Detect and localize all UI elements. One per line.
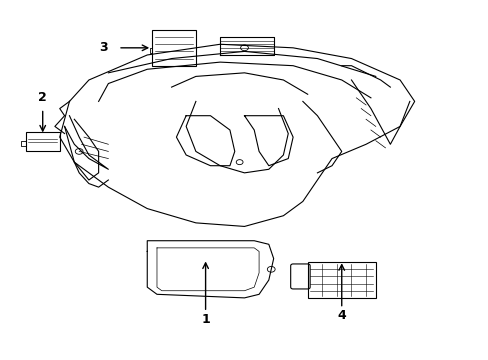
Text: 3: 3: [99, 41, 107, 54]
Text: 1: 1: [201, 313, 209, 326]
Text: 4: 4: [337, 309, 346, 322]
Text: 2: 2: [38, 91, 47, 104]
